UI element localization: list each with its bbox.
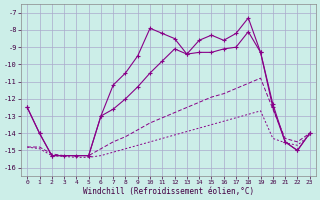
X-axis label: Windchill (Refroidissement éolien,°C): Windchill (Refroidissement éolien,°C) [83,187,254,196]
